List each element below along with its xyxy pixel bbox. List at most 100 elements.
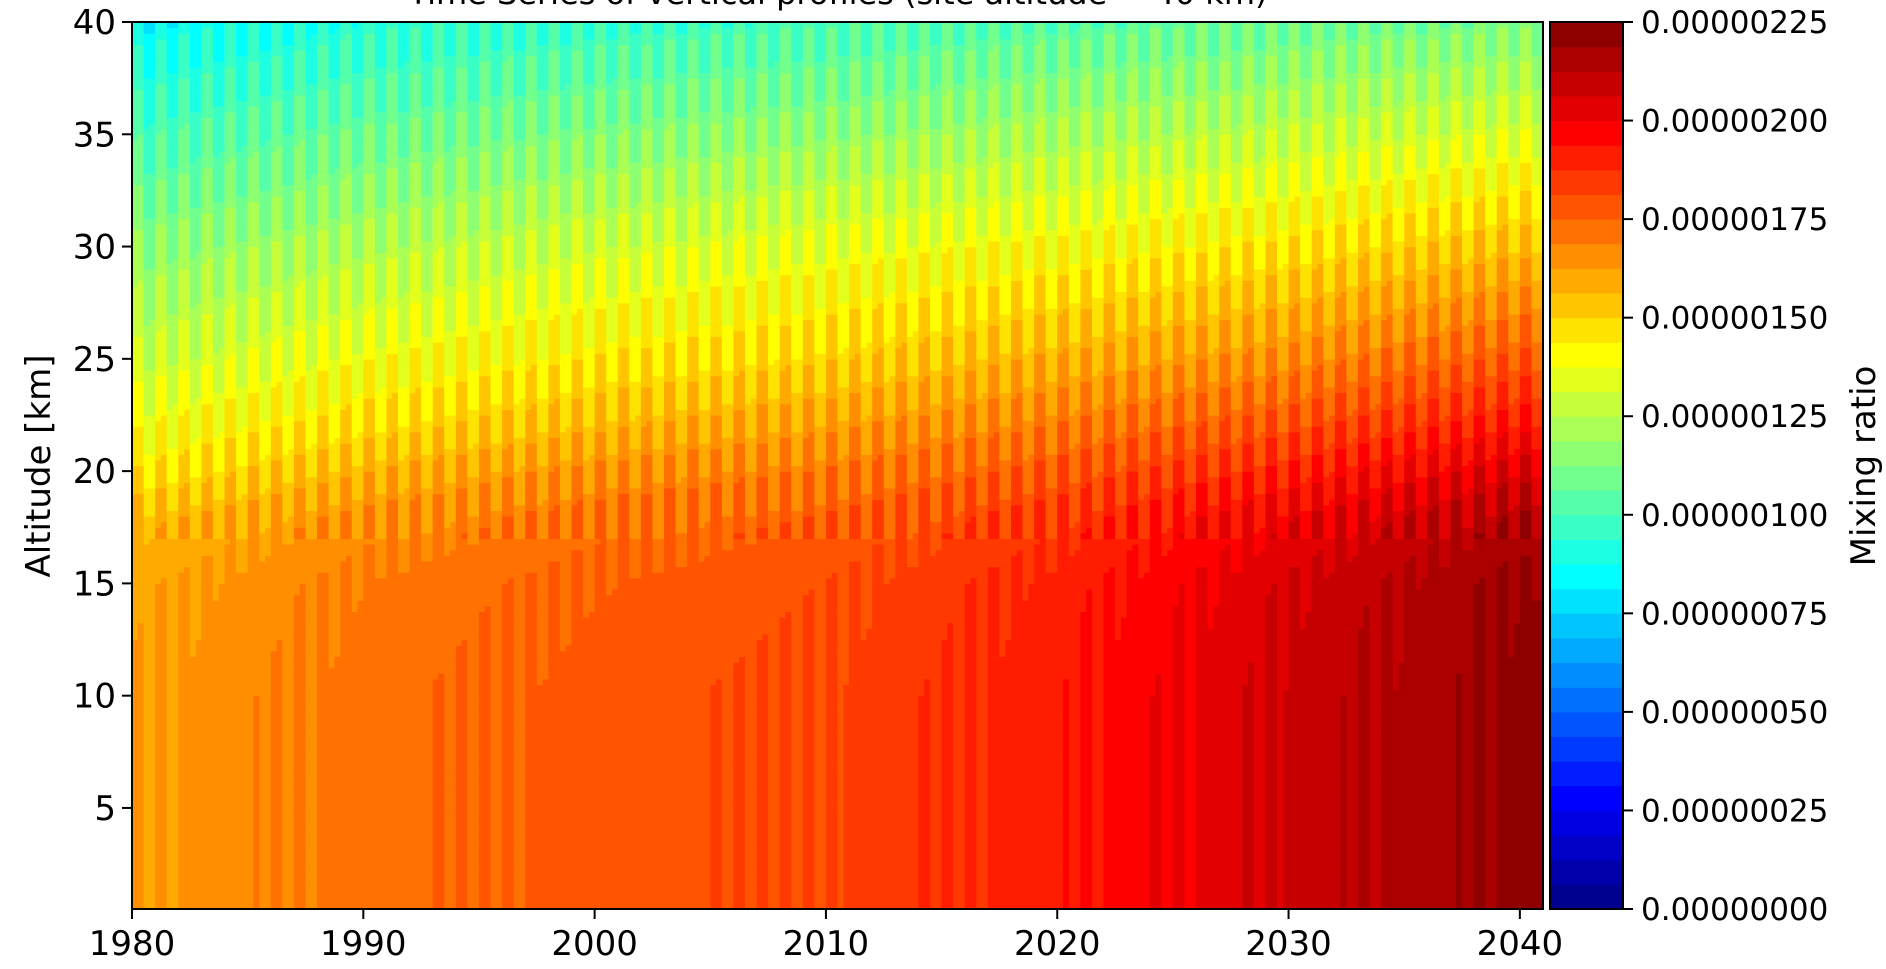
contour-cell bbox=[1172, 886, 1186, 893]
contour-cell bbox=[1282, 864, 1342, 871]
contour-cell bbox=[455, 656, 469, 663]
contour-cell bbox=[1323, 555, 1336, 562]
contour-cell bbox=[305, 650, 318, 657]
contour-cell bbox=[432, 510, 445, 517]
contour-cell bbox=[1381, 712, 1457, 719]
contour-cell bbox=[1485, 875, 1498, 882]
contour-cell bbox=[1473, 880, 1486, 888]
contour-cell bbox=[1357, 864, 1371, 871]
contour-cell bbox=[895, 504, 908, 512]
contour-cell bbox=[1276, 824, 1284, 831]
contour-cell bbox=[478, 532, 492, 540]
contour-cell bbox=[1381, 645, 1394, 652]
contour-cell bbox=[132, 572, 179, 579]
contour-cell bbox=[1485, 605, 1498, 613]
contour-cell bbox=[1485, 639, 1498, 646]
contour-cell bbox=[1161, 796, 1174, 803]
contour-cell bbox=[1063, 712, 1070, 719]
contour-cell bbox=[1369, 746, 1382, 753]
contour-cell bbox=[721, 779, 735, 787]
contour-cell bbox=[1381, 678, 1394, 686]
contour-cell bbox=[1230, 532, 1243, 540]
contour-cell bbox=[704, 521, 711, 528]
contour-cell bbox=[432, 880, 445, 888]
contour-cell bbox=[883, 544, 896, 551]
contour-cell bbox=[802, 791, 815, 798]
contour-cell bbox=[987, 661, 1081, 669]
contour-cell bbox=[1184, 645, 1197, 652]
contour-cell bbox=[791, 701, 804, 708]
contour-cell bbox=[559, 527, 573, 534]
contour-cell bbox=[744, 785, 758, 792]
contour-cell bbox=[652, 527, 665, 534]
contour-cell bbox=[1265, 774, 1278, 781]
contour-cell bbox=[444, 779, 457, 787]
contour-cell bbox=[386, 504, 399, 512]
contour-cell bbox=[467, 757, 480, 764]
contour-cell bbox=[1207, 572, 1220, 579]
contour-cell bbox=[588, 611, 787, 618]
contour-cell bbox=[1357, 678, 1371, 686]
contour-cell bbox=[802, 510, 815, 517]
contour-cell bbox=[664, 499, 677, 506]
contour-cell bbox=[756, 802, 769, 809]
contour-cell bbox=[964, 690, 977, 697]
contour-cell bbox=[1473, 819, 1486, 826]
contour-cell bbox=[490, 779, 503, 787]
contour-cell bbox=[1265, 706, 1278, 714]
contour-cell bbox=[837, 589, 850, 596]
contour-cell bbox=[132, 757, 145, 764]
contour-cell bbox=[317, 864, 434, 871]
contour-cell bbox=[825, 617, 839, 624]
contour-cell bbox=[317, 768, 434, 775]
contour-cell bbox=[571, 560, 584, 568]
contour-cell bbox=[872, 605, 966, 613]
contour-cell bbox=[802, 718, 815, 725]
contour-cell bbox=[779, 751, 792, 759]
contour-cell bbox=[559, 622, 573, 629]
contour-cell bbox=[814, 684, 827, 691]
contour-cell bbox=[1068, 774, 1081, 781]
contour-cell bbox=[1398, 678, 1457, 686]
contour-cell bbox=[664, 510, 677, 517]
contour-cell bbox=[1068, 847, 1081, 854]
contour-cell bbox=[1161, 695, 1174, 702]
contour-cell bbox=[976, 701, 989, 708]
contour-cell bbox=[1091, 611, 1105, 618]
contour-cell bbox=[1276, 903, 1284, 909]
contour-cell bbox=[1265, 718, 1278, 725]
contour-cell bbox=[987, 841, 1064, 848]
contour-cell bbox=[617, 549, 630, 556]
contour-cell bbox=[1508, 633, 1515, 641]
contour-cell bbox=[883, 572, 896, 579]
contour-cell bbox=[1253, 678, 1267, 686]
contour-cell bbox=[189, 650, 197, 657]
contour-cell bbox=[872, 566, 885, 573]
contour-cell bbox=[334, 661, 457, 669]
contour-cell bbox=[317, 779, 434, 787]
contour-cell bbox=[525, 594, 538, 601]
contour-cell bbox=[513, 577, 526, 584]
contour-cell bbox=[1369, 510, 1382, 517]
contour-cell bbox=[1022, 594, 1029, 601]
contour-cell bbox=[710, 813, 723, 820]
contour-cell bbox=[1068, 813, 1081, 820]
contour-cell bbox=[467, 734, 480, 742]
contour-cell bbox=[1357, 639, 1371, 646]
contour-cell bbox=[1392, 594, 1405, 601]
contour-cell bbox=[1496, 684, 1543, 691]
contour-cell bbox=[1091, 847, 1105, 854]
contour-cell bbox=[1126, 555, 1139, 562]
contour-cell bbox=[1080, 768, 1093, 775]
contour-cell bbox=[513, 768, 526, 775]
contour-cell bbox=[1531, 577, 1543, 584]
contour-cell bbox=[351, 600, 359, 607]
contour-cell bbox=[1519, 600, 1543, 607]
contour-cell bbox=[976, 622, 989, 629]
contour-cell bbox=[1438, 560, 1452, 568]
contour-cell bbox=[779, 510, 792, 517]
contour-cell bbox=[409, 510, 422, 517]
contour-cell bbox=[1103, 734, 1151, 742]
contour-cell bbox=[843, 712, 920, 719]
contour-cell bbox=[1196, 796, 1243, 803]
